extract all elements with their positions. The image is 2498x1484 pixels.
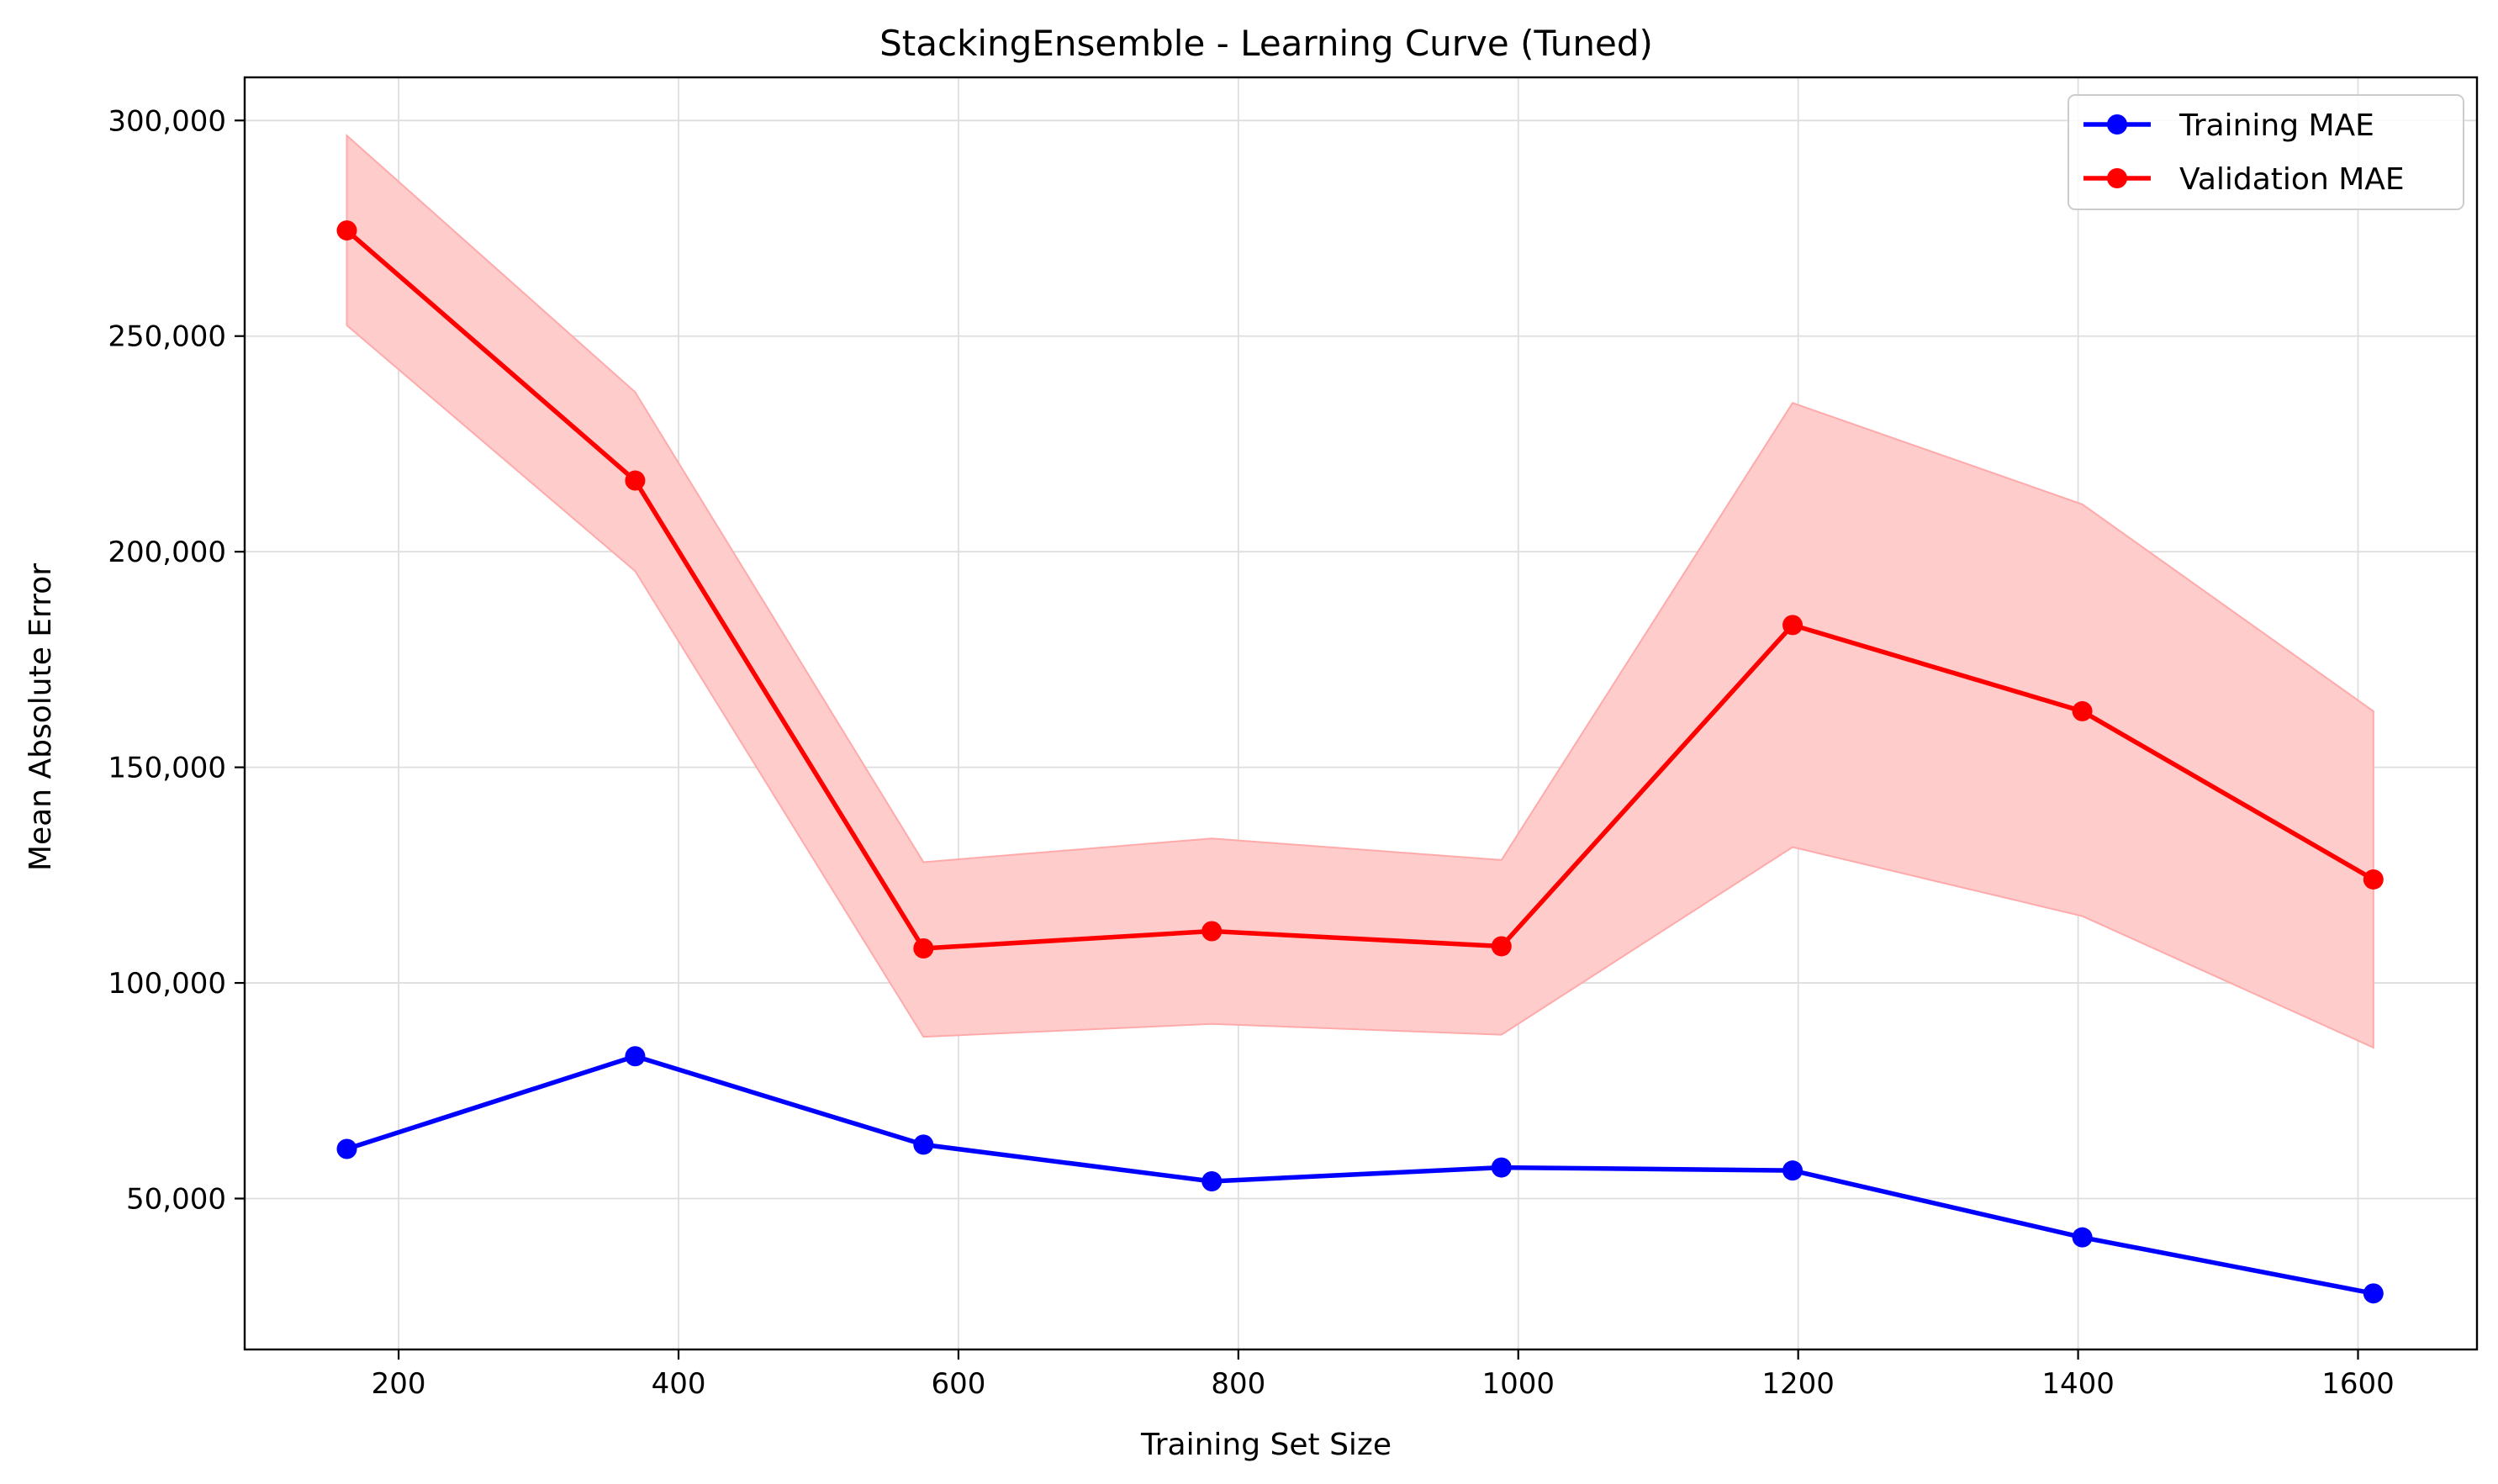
y-tick-label: 300,000 bbox=[108, 104, 226, 138]
y-tick-label: 250,000 bbox=[108, 320, 226, 354]
x-tick-label: 1400 bbox=[2041, 1367, 2115, 1401]
legend-box bbox=[2068, 94, 2464, 210]
training-mae-legend-label: Training MAE bbox=[2178, 108, 2374, 143]
x-axis-label: Training Set Size bbox=[1140, 1428, 1392, 1462]
training-mae-point bbox=[2072, 1227, 2093, 1248]
validation-mae-point bbox=[913, 938, 934, 959]
x-tick-label: 600 bbox=[931, 1367, 985, 1401]
training-mae-legend-marker bbox=[2107, 114, 2127, 135]
training-mae-point bbox=[336, 1138, 357, 1159]
training-mae-line bbox=[346, 1054, 2374, 1297]
training-mae-point bbox=[1201, 1170, 1223, 1191]
y-axis-label: Mean Absolute Error bbox=[24, 563, 58, 871]
validation-mae-point bbox=[2072, 700, 2093, 721]
validation-mae-point bbox=[625, 470, 646, 491]
training-mae-point bbox=[1491, 1157, 1512, 1178]
axis-ticks: 200 400 600 800 1000 1200 1400 1600 50,000 100,00… bbox=[108, 104, 2394, 1401]
legend: Training MAE Validation MAE bbox=[2068, 94, 2464, 210]
validation-mae-point bbox=[336, 220, 357, 241]
training-mae-point bbox=[2363, 1283, 2384, 1304]
validation-mae-point bbox=[1201, 921, 1223, 942]
training-mae-point bbox=[913, 1134, 934, 1155]
validation-mae-legend-marker bbox=[2107, 168, 2127, 188]
x-tick-label: 1000 bbox=[1481, 1367, 1555, 1401]
chart-title: StackingEnsemble - Learning Curve (Tuned… bbox=[879, 23, 1653, 64]
y-tick-label: 200,000 bbox=[108, 536, 226, 569]
x-tick-label: 1200 bbox=[1761, 1367, 1835, 1401]
validation-mae-point bbox=[1491, 936, 1512, 957]
training-mae-point bbox=[625, 1046, 646, 1067]
x-tick-label: 400 bbox=[652, 1367, 706, 1401]
x-tick-label: 200 bbox=[372, 1367, 426, 1401]
plot-area-frame bbox=[243, 76, 2479, 1351]
y-tick-label: 50,000 bbox=[126, 1182, 226, 1216]
validation-mae-legend-label: Validation MAE bbox=[2179, 162, 2405, 197]
validation-mae-point bbox=[1782, 615, 1804, 636]
y-tick-label: 100,000 bbox=[108, 967, 226, 1001]
validation-mae-point bbox=[2363, 869, 2384, 890]
confidence-bands bbox=[346, 134, 2374, 1049]
validation-mae-line bbox=[345, 228, 2375, 951]
series-lines bbox=[336, 220, 2384, 1304]
x-tick-label: 800 bbox=[1211, 1367, 1265, 1401]
training-mae-point bbox=[1782, 1160, 1804, 1181]
x-tick-label: 1600 bbox=[2321, 1367, 2395, 1401]
y-tick-label: 150,000 bbox=[108, 752, 226, 785]
validation-band bbox=[346, 134, 2374, 1049]
